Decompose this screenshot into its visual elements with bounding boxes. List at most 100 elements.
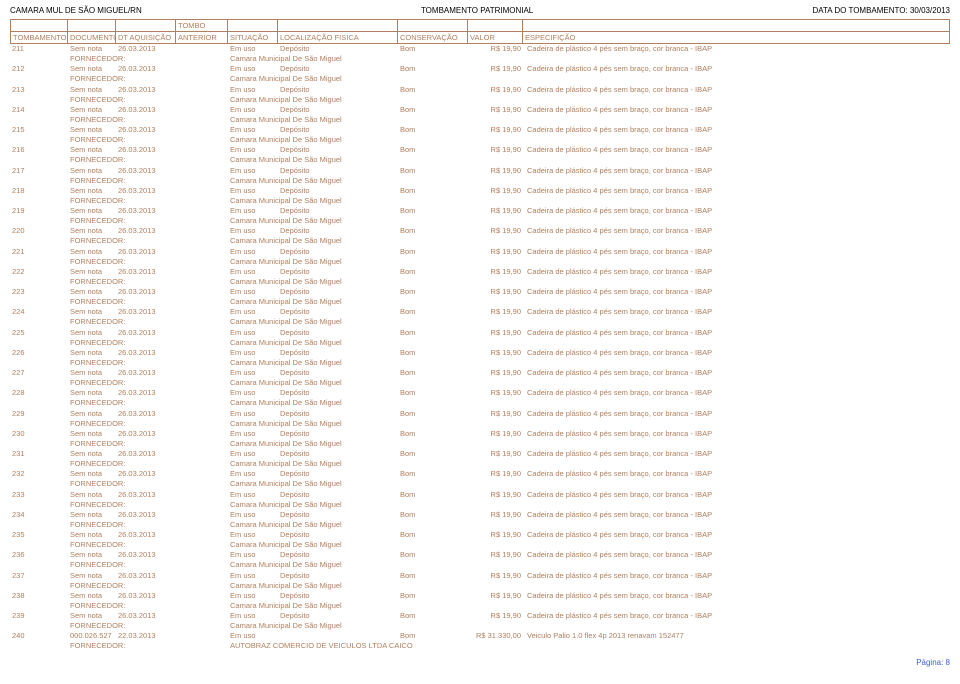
- supplier-row: FORNECEDOR:Camara Municipal De São Migue…: [10, 54, 950, 64]
- cell-especificacao: Cadeira de plástico 4 pés sem braço, cor…: [525, 348, 948, 358]
- supplier-name: Camara Municipal De São Miguel: [178, 95, 948, 105]
- cell-documento: Sem nota: [70, 247, 118, 257]
- supplier-label-text: FORNECEDOR:: [70, 196, 118, 206]
- supplier-row: FORNECEDOR:Camara Municipal De São Migue…: [10, 257, 950, 267]
- cell-conservacao: Bom: [400, 571, 470, 581]
- col-blank: [398, 20, 468, 31]
- cell-especificacao: Cadeira de plástico 4 pés sem braço, cor…: [525, 469, 948, 479]
- header-left: CAMARA MUL DE SÃO MIGUEL/RN: [10, 6, 142, 15]
- cell-documento: Sem nota: [70, 550, 118, 560]
- cell-dt-aquisicao: 26.03.2013: [118, 571, 178, 581]
- cell-especificacao: Cadeira de plástico 4 pés sem braço, cor…: [525, 287, 948, 297]
- supplier-label-text: FORNECEDOR:: [70, 74, 118, 84]
- cell-localizacao: Depósito: [280, 510, 400, 520]
- cell-documento: Sem nota: [70, 307, 118, 317]
- table-row: 227Sem nota26.03.2013Em usoDepósitoBomR$…: [10, 368, 950, 378]
- supplier-name: Camara Municipal De São Miguel: [178, 419, 948, 429]
- cell-anterior: [178, 469, 230, 479]
- cell-conservacao: Bom: [400, 125, 470, 135]
- table-row: 236Sem nota26.03.2013Em usoDepósitoBomR$…: [10, 550, 950, 560]
- supplier-name: Camara Municipal De São Miguel: [178, 439, 948, 449]
- cell-localizacao: Depósito: [280, 490, 400, 500]
- cell-dt-aquisicao: 26.03.2013: [118, 186, 178, 196]
- table-row: 230Sem nota26.03.2013Em usoDepósitoBomR$…: [10, 429, 950, 439]
- cell-localizacao: Depósito: [280, 550, 400, 560]
- cell-localizacao: Depósito: [280, 145, 400, 155]
- cell-dt-aquisicao: 26.03.2013: [118, 166, 178, 176]
- cell-anterior: [178, 267, 230, 277]
- cell-dt-aquisicao: 26.03.2013: [118, 429, 178, 439]
- cell-conservacao: Bom: [400, 469, 470, 479]
- cell-valor: R$ 31.330,00: [470, 631, 525, 641]
- cell-documento: Sem nota: [70, 591, 118, 601]
- supplier-name: Camara Municipal De São Miguel: [178, 196, 948, 206]
- cell-valor: R$ 19,90: [470, 105, 525, 115]
- cell-localizacao: Depósito: [280, 166, 400, 176]
- cell-dt-aquisicao: 26.03.2013: [118, 409, 178, 419]
- supplier-label: [12, 500, 70, 510]
- cell-valor: R$ 19,90: [470, 510, 525, 520]
- cell-dt-aquisicao: 26.03.2013: [118, 550, 178, 560]
- col-valor: VALOR: [468, 32, 523, 43]
- cell-documento: Sem nota: [70, 44, 118, 54]
- col-localizacao: LOCALIZAÇÃO FISICA: [278, 32, 398, 43]
- cell-situacao: Em uso: [230, 328, 280, 338]
- supplier-label: [12, 95, 70, 105]
- cell-especificacao: Cadeira de plástico 4 pés sem braço, cor…: [525, 145, 948, 155]
- cell-tombamento: 238: [12, 591, 70, 601]
- cell-valor: R$ 19,90: [470, 571, 525, 581]
- supplier-row: FORNECEDOR:Camara Municipal De São Migue…: [10, 398, 950, 408]
- cell-documento: Sem nota: [70, 145, 118, 155]
- supplier-label-text: FORNECEDOR:: [70, 54, 118, 64]
- page-header: CAMARA MUL DE SÃO MIGUEL/RN TOMBAMENTO P…: [10, 6, 950, 15]
- cell-localizacao: Depósito: [280, 591, 400, 601]
- cell-conservacao: Bom: [400, 490, 470, 500]
- cell-especificacao: Cadeira de plástico 4 pés sem braço, cor…: [525, 550, 948, 560]
- supplier-name: Camara Municipal De São Miguel: [178, 621, 948, 631]
- supplier-pad: [118, 479, 178, 489]
- cell-situacao: Em uso: [230, 85, 280, 95]
- supplier-name: Camara Municipal De São Miguel: [178, 560, 948, 570]
- cell-especificacao: Cadeira de plástico 4 pés sem braço, cor…: [525, 267, 948, 277]
- cell-valor: R$ 19,90: [470, 429, 525, 439]
- cell-anterior: [178, 429, 230, 439]
- cell-valor: R$ 19,90: [470, 591, 525, 601]
- cell-situacao: Em uso: [230, 490, 280, 500]
- table-header-row-2: TOMBAMENTO DOCUMENTO DT AQUISIÇÃO ANTERI…: [10, 31, 950, 44]
- cell-conservacao: Bom: [400, 64, 470, 74]
- supplier-label-text: FORNECEDOR:: [70, 479, 118, 489]
- cell-situacao: Em uso: [230, 631, 280, 641]
- cell-tombamento: 226: [12, 348, 70, 358]
- cell-conservacao: Bom: [400, 226, 470, 236]
- table-row: 223Sem nota26.03.2013Em usoDepósitoBomR$…: [10, 287, 950, 297]
- supplier-label: [12, 196, 70, 206]
- supplier-pad: [118, 621, 178, 631]
- cell-tombamento: 223: [12, 287, 70, 297]
- supplier-name: Camara Municipal De São Miguel: [178, 216, 948, 226]
- supplier-label-text: FORNECEDOR:: [70, 176, 118, 186]
- table-row: 224Sem nota26.03.2013Em usoDepósitoBomR$…: [10, 307, 950, 317]
- cell-situacao: Em uso: [230, 267, 280, 277]
- cell-localizacao: Depósito: [280, 85, 400, 95]
- cell-valor: R$ 19,90: [470, 125, 525, 135]
- supplier-pad: [118, 358, 178, 368]
- cell-anterior: [178, 550, 230, 560]
- cell-situacao: Em uso: [230, 368, 280, 378]
- cell-valor: R$ 19,90: [470, 550, 525, 560]
- supplier-pad: [118, 378, 178, 388]
- cell-anterior: [178, 571, 230, 581]
- cell-tombamento: 240: [12, 631, 70, 641]
- cell-especificacao: Cadeira de plástico 4 pés sem braço, cor…: [525, 125, 948, 135]
- supplier-label-text: FORNECEDOR:: [70, 155, 118, 165]
- cell-especificacao: Cadeira de plástico 4 pés sem braço, cor…: [525, 388, 948, 398]
- cell-valor: R$ 19,90: [470, 388, 525, 398]
- cell-tombamento: 217: [12, 166, 70, 176]
- cell-tombamento: 220: [12, 226, 70, 236]
- cell-valor: R$ 19,90: [470, 328, 525, 338]
- cell-valor: R$ 19,90: [470, 85, 525, 95]
- supplier-label-text: FORNECEDOR:: [70, 115, 118, 125]
- supplier-label: [12, 378, 70, 388]
- cell-tombamento: 230: [12, 429, 70, 439]
- cell-situacao: Em uso: [230, 44, 280, 54]
- cell-documento: Sem nota: [70, 85, 118, 95]
